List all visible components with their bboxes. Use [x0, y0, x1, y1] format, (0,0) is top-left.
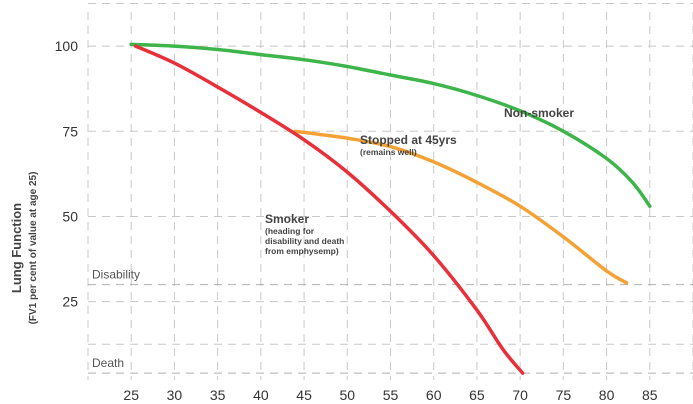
y-axis-title: Lung Function [9, 203, 24, 293]
series-line-stopped-at-45yrs [293, 129, 629, 285]
annotation-stopped-at-45yrs: Stopped at 45yrs(remains well) [360, 133, 457, 157]
x-tick-label: 30 [167, 387, 183, 403]
ref-label-disability: Disability [92, 268, 140, 282]
annotation-subtext: (remains well) [360, 147, 417, 157]
annotations: Non-smoker Stopped at 45yrs(remains well)… [265, 106, 574, 256]
x-tick-label: 35 [210, 387, 226, 403]
ref-label-death: Death [92, 356, 124, 370]
x-axis-ticks: 25 30 35 40 45 50 55 60 65 70 75 80 85 [123, 387, 657, 403]
x-tick-label: 50 [339, 387, 355, 403]
annotation-subtext: (heading for [265, 226, 315, 236]
x-tick-label: 40 [253, 387, 269, 403]
annotation-title: Non-smoker [504, 106, 574, 120]
annotation-subtext: disability and death [265, 236, 344, 246]
y-axis-ticks: 25 50 75 100 [55, 38, 79, 310]
x-tick-label: 85 [642, 387, 658, 403]
x-tick-label: 70 [512, 387, 528, 403]
reference-lines: Disability Death [88, 268, 693, 374]
y-tick-label: 75 [62, 123, 78, 139]
y-tick-label: 25 [62, 294, 78, 310]
series-line-smoker [133, 44, 525, 375]
x-tick-label: 25 [123, 387, 139, 403]
x-tick-label: 80 [599, 387, 615, 403]
y-tick-label: 100 [55, 38, 79, 54]
x-tick-label: 55 [383, 387, 399, 403]
x-tick-label: 75 [556, 387, 572, 403]
annotation-title: Stopped at 45yrs [360, 133, 457, 147]
series-lines [129, 42, 652, 375]
annotation-non-smoker: Non-smoker [504, 106, 574, 120]
series-line-non-smoker [129, 42, 652, 208]
x-tick-label: 45 [296, 387, 312, 403]
y-axis-subtitle: (FV1 per cent of value at age 25) [28, 172, 39, 325]
y-tick-label: 50 [62, 208, 78, 224]
y-axis-label: Lung Function (FV1 per cent of value at … [9, 172, 39, 325]
x-tick-label: 65 [469, 387, 485, 403]
annotation-subtext: from emphysemp) [265, 246, 339, 256]
annotation-title: Smoker [265, 212, 309, 226]
grid [87, 2, 693, 380]
x-tick-label: 60 [426, 387, 442, 403]
